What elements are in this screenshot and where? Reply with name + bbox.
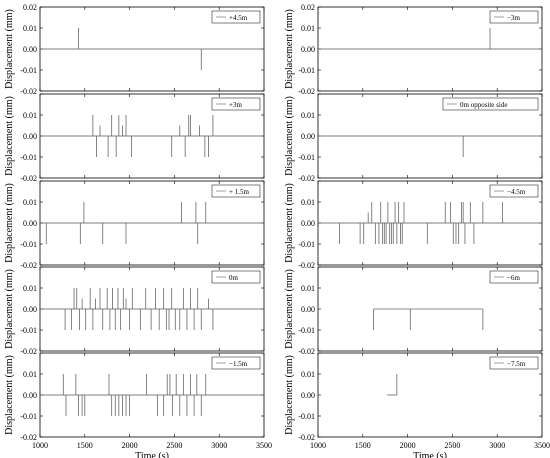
y-tick-label: 0.01: [301, 198, 315, 207]
x-tick-label: 3500: [256, 441, 272, 450]
y-tick-label: 0.00: [23, 305, 37, 314]
y-tick-label: -0.01: [20, 66, 37, 75]
y-axis-title: Displacement (mm): [284, 9, 295, 89]
y-axis-title: Displacement (mm): [284, 183, 295, 263]
x-tick-label: 1500: [355, 441, 371, 450]
y-tick-label: -0.02: [298, 174, 315, 183]
x-axis-title: Time (s): [135, 451, 169, 458]
legend-label: +4.5m: [229, 14, 248, 22]
y-tick-label: 0.02: [23, 3, 37, 12]
panel-right-5: 0.01 0.00 -0.01 -0.02 −7.5m Displacement (mm)…: [284, 352, 550, 458]
y-axis-title: Displacement (mm): [4, 96, 15, 176]
y-tick-label: 0.00: [23, 219, 37, 228]
x-axis-title: Time (s): [413, 451, 447, 458]
x-tick-label: 1500: [77, 441, 93, 450]
y-tick-label: 0.01: [23, 284, 37, 293]
y-tick-label: 0.01: [301, 370, 315, 379]
y-tick-label: 0.01: [301, 24, 315, 33]
x-tick-label: 2500: [166, 441, 182, 450]
y-tick-label: -0.02: [298, 347, 315, 356]
legend-label: + 1.5m: [229, 188, 249, 196]
y-tick-label: -0.01: [298, 153, 315, 162]
x-tick-label: 3500: [534, 441, 550, 450]
y-axis-title: Displacement (mm): [4, 355, 15, 435]
y-tick-label: 0.01: [23, 111, 37, 120]
legend-box: [211, 356, 261, 370]
y-axis-title: Displacement (mm): [4, 269, 15, 349]
legend-box: [211, 97, 261, 111]
x-tick-label: 1000: [32, 441, 48, 450]
y-tick-label: 0.01: [23, 370, 37, 379]
y-tick-label: 0.00: [23, 132, 37, 141]
legend-box: [489, 356, 539, 370]
legend-label: −6m: [507, 274, 520, 282]
y-tick-label: -0.01: [298, 412, 315, 421]
y-tick-label: 0.00: [301, 305, 315, 314]
y-axis-title: Displacement (mm): [284, 355, 295, 435]
legend-label: 0m opposite side: [460, 101, 507, 109]
legend-box: [489, 270, 539, 284]
legend-box: [489, 184, 539, 198]
panel-left-4: 0.01 0.00 -0.01 -0.02 0m Displacement (mm): [4, 266, 265, 356]
x-tick-label: 3000: [211, 441, 227, 450]
y-tick-label: -0.02: [20, 87, 37, 96]
x-tick-label: 1000: [310, 441, 326, 450]
panel-left-2: 0.01 0.00 -0.01 -0.02 +3m Displacement (mm): [4, 93, 265, 183]
legend-label: −3m: [507, 14, 520, 22]
x-tick-label: 2000: [122, 441, 138, 450]
y-axis-title: Displacement (mm): [4, 9, 15, 89]
legend-label: −1.5m: [229, 360, 248, 368]
y-tick-label: 0.01: [23, 24, 37, 33]
y-tick-label: -0.02: [20, 174, 37, 183]
y-tick-label: -0.01: [298, 66, 315, 75]
y-tick-label: -0.01: [20, 153, 37, 162]
legend-label: +3m: [229, 101, 242, 109]
legend-box: [211, 270, 261, 284]
panel-right-1: 0.02 0.01 0.00 -0.01 -0.02 −3m Displacement (m…: [284, 3, 543, 96]
legend-label: −4.5m: [507, 188, 526, 196]
y-tick-label: -0.02: [298, 87, 315, 96]
y-axis-title: Displacement (mm): [284, 269, 295, 349]
y-tick-label: 0.00: [301, 391, 315, 400]
y-tick-label: -0.02: [20, 347, 37, 356]
x-tick-label: 2000: [400, 441, 416, 450]
y-tick-label: 0.00: [301, 219, 315, 228]
y-tick-label: 0.01: [301, 111, 315, 120]
panel-left-1: 0.02 0.01 0.00 -0.01 -0.02 +4.5m Displacement …: [4, 3, 265, 96]
legend-label: −7.5m: [507, 360, 526, 368]
y-tick-label: 0.02: [301, 3, 315, 12]
legend-box: [489, 10, 539, 24]
y-tick-label: -0.01: [20, 412, 37, 421]
panel-right-2: 0.01 0.00 -0.01 -0.02 0m opposite side Displa…: [284, 93, 543, 183]
y-tick-label: -0.01: [20, 326, 37, 335]
panel-left-5: 0.01 0.00 -0.01 -0.02 −1.5m Displacement (mm)…: [4, 352, 272, 458]
y-tick-label: -0.01: [298, 326, 315, 335]
legend-label: 0m: [229, 274, 239, 282]
panel-right-3: 0.01 0.00 -0.01 -0.02 −4.5m Displacement (mm): [284, 180, 543, 270]
y-tick-label: 0.00: [301, 132, 315, 141]
y-tick-label: -0.01: [20, 240, 37, 249]
x-tick-label: 2500: [444, 441, 460, 450]
legend-box: [211, 184, 261, 198]
x-tick-label: 3000: [489, 441, 505, 450]
panel-right-4: 0.01 0.00 -0.01 -0.02 −6m Displacement (mm): [284, 266, 543, 356]
y-tick-label: -0.02: [298, 433, 315, 442]
y-tick-label: -0.02: [20, 433, 37, 442]
y-tick-label: -0.02: [298, 261, 315, 270]
y-tick-label: 0.01: [23, 198, 37, 207]
y-tick-label: 0.00: [23, 391, 37, 400]
y-axis-title: Displacement (mm): [4, 183, 15, 263]
y-tick-label: 0.01: [301, 284, 315, 293]
y-tick-label: 0.00: [23, 45, 37, 54]
y-axis-title: Displacement (mm): [284, 96, 295, 176]
legend-box: [442, 97, 539, 111]
y-tick-label: -0.01: [298, 240, 315, 249]
y-tick-label: 0.00: [301, 45, 315, 54]
legend-box: [211, 10, 261, 24]
y-tick-label: -0.02: [20, 261, 37, 270]
panel-left-3: 0.01 0.00 -0.01 -0.02 + 1.5m Displacement (mm…: [4, 180, 265, 270]
